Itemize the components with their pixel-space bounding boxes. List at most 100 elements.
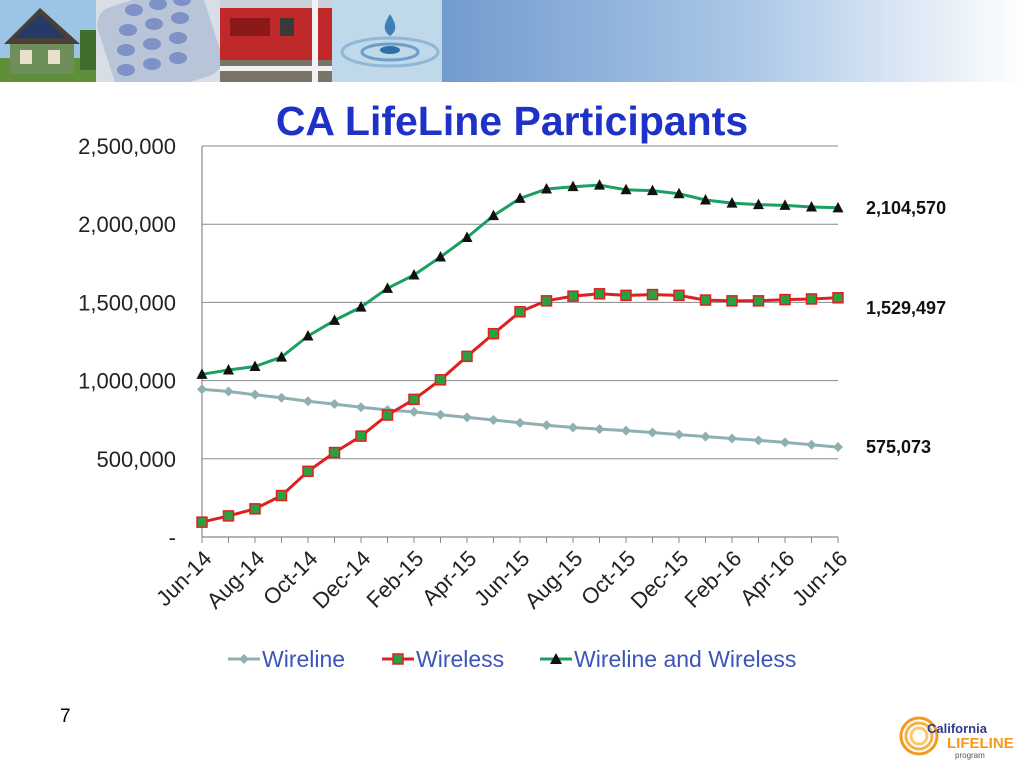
data-point bbox=[752, 295, 765, 307]
data-point bbox=[540, 295, 553, 307]
data-point bbox=[275, 489, 288, 502]
y-tick-label: 1,500,000 bbox=[78, 290, 176, 315]
legend-marker-wireless bbox=[382, 653, 414, 665]
data-point bbox=[196, 368, 208, 379]
data-point bbox=[249, 503, 261, 515]
data-point bbox=[382, 282, 393, 293]
data-point bbox=[780, 437, 790, 448]
data-point bbox=[621, 425, 631, 436]
data-point bbox=[461, 350, 473, 363]
data-point bbox=[302, 465, 314, 478]
data-point bbox=[568, 422, 578, 433]
data-point bbox=[594, 424, 605, 435]
data-point bbox=[487, 327, 500, 340]
series-end-label: 2,104,570 bbox=[866, 198, 946, 218]
data-point bbox=[567, 180, 579, 192]
data-point bbox=[620, 183, 632, 195]
data-point bbox=[196, 516, 208, 528]
legend-item-wireline-and-wireless: Wireline and Wireless bbox=[540, 644, 796, 674]
data-point bbox=[779, 199, 791, 210]
chart-end-labels: 575,073 1,529,497 2,104,570 bbox=[866, 198, 946, 457]
data-point bbox=[356, 402, 366, 413]
data-point bbox=[727, 433, 737, 444]
x-tick-label: Dec-14 bbox=[308, 546, 376, 614]
data-point bbox=[329, 399, 340, 410]
logo-line3: program bbox=[955, 751, 985, 760]
data-point bbox=[593, 288, 606, 300]
data-point bbox=[805, 293, 818, 305]
data-point bbox=[488, 415, 499, 426]
legend-item-wireline: Wireline bbox=[228, 644, 345, 674]
data-point bbox=[514, 306, 526, 318]
data-point bbox=[355, 301, 367, 312]
legend-label-wireline: Wireline bbox=[262, 645, 346, 672]
data-point bbox=[303, 396, 313, 407]
data-point bbox=[222, 510, 235, 522]
data-point bbox=[223, 386, 234, 397]
logo-line2: LIFELINE bbox=[947, 735, 1014, 752]
x-tick-label: Jun-16 bbox=[787, 546, 852, 611]
x-tick-label: Apr-15 bbox=[417, 546, 481, 610]
data-point bbox=[461, 231, 473, 242]
data-point bbox=[223, 363, 234, 375]
x-tick-label: Apr-16 bbox=[735, 546, 799, 610]
data-point bbox=[726, 197, 738, 208]
water-drop-photo bbox=[332, 0, 442, 82]
legend-marker-wireline bbox=[228, 654, 260, 664]
x-tick-label: Dec-15 bbox=[626, 546, 694, 614]
x-tick-label: Feb-15 bbox=[361, 546, 428, 613]
data-point bbox=[434, 374, 447, 386]
data-point bbox=[753, 435, 764, 446]
data-point bbox=[276, 351, 287, 362]
y-tick-label: 2,000,000 bbox=[78, 212, 176, 237]
header-banner bbox=[0, 0, 1024, 82]
x-axis-tick-labels: Jun-14Aug-14Oct-14Dec-14Feb-15Apr-15Jun-… bbox=[151, 546, 852, 614]
page-number: 7 bbox=[60, 706, 71, 727]
data-point bbox=[329, 314, 340, 325]
data-point bbox=[462, 412, 472, 423]
data-point bbox=[832, 201, 844, 213]
chart-series bbox=[196, 179, 844, 528]
data-point bbox=[700, 193, 711, 205]
legend-item-wireless: Wireless bbox=[382, 644, 504, 674]
y-tick-label: 1,000,000 bbox=[78, 369, 176, 394]
y-tick-label: 2,500,000 bbox=[78, 134, 176, 159]
data-point bbox=[647, 184, 658, 196]
data-point bbox=[726, 295, 738, 307]
house-solar-photo bbox=[0, 0, 96, 82]
data-point bbox=[806, 200, 817, 212]
data-point bbox=[541, 183, 552, 194]
data-point bbox=[249, 360, 261, 372]
data-point bbox=[541, 420, 552, 431]
series-end-label: 1,529,497 bbox=[866, 298, 946, 318]
data-point bbox=[700, 431, 711, 442]
data-point bbox=[594, 179, 605, 190]
train-photo bbox=[220, 0, 332, 82]
data-point bbox=[673, 289, 685, 302]
data-point bbox=[833, 442, 843, 453]
data-point bbox=[408, 269, 420, 280]
line-chart: - 500,000 1,000,000 1,500,000 2,000,000 2,500… bbox=[78, 134, 946, 614]
y-tick-label: - bbox=[169, 525, 176, 550]
data-point bbox=[806, 439, 817, 450]
chart-axes bbox=[201, 146, 839, 543]
legend-label-wireless: Wireless bbox=[416, 645, 505, 672]
logo-line1: California bbox=[927, 721, 988, 736]
series-line-wireline-and-wireless bbox=[201, 183, 839, 376]
data-point bbox=[197, 384, 207, 395]
phone-keypad-photo bbox=[96, 0, 220, 82]
series-line-wireless bbox=[201, 292, 839, 524]
x-tick-label: Aug-15 bbox=[520, 546, 588, 614]
x-tick-label: Feb-16 bbox=[679, 546, 746, 613]
data-point bbox=[674, 429, 684, 440]
chart-title: CA LifeLine Participants bbox=[275, 98, 749, 144]
data-point bbox=[647, 427, 658, 438]
data-point bbox=[515, 417, 525, 428]
data-point bbox=[276, 392, 287, 403]
data-point bbox=[699, 294, 712, 306]
series-end-label: 575,073 bbox=[866, 437, 931, 457]
data-point bbox=[355, 430, 367, 442]
data-point bbox=[753, 198, 764, 210]
data-point bbox=[832, 292, 844, 304]
chart-legend: Wireline Wireless Wireline and Wireless bbox=[0, 644, 1024, 674]
